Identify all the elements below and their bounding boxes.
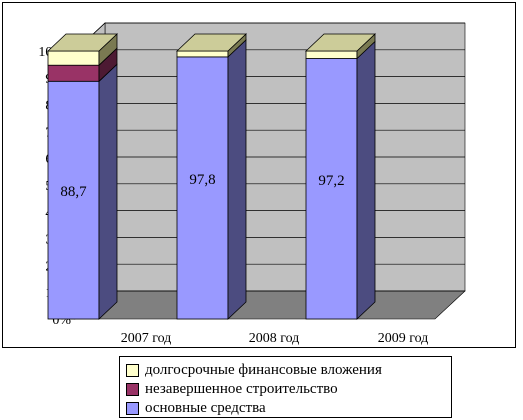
bar-side-1-3: [356, 40, 376, 320]
legend-item-1: долгосрочные финансовые вложения: [126, 361, 451, 380]
bar-front-2-1: [47, 64, 100, 82]
data-label-2: 97,8: [189, 172, 215, 188]
legend-item-2: незавершенное строительство: [126, 380, 451, 399]
legend-item-3: основные средства: [126, 399, 451, 418]
legend-swatch: [126, 402, 139, 415]
x-category-label-2: 2008 год: [249, 331, 300, 346]
floor: [74, 290, 466, 320]
legend-swatch: [126, 383, 139, 396]
bar-top-3: [304, 33, 377, 52]
chart-plot: 0%10%20%30%40%50%60%70%80%90%100%88,7200…: [38, 22, 466, 346]
chart-legend: долгосрочные финансовые вложения незаверш…: [119, 356, 452, 418]
bar-top-1: [46, 33, 119, 52]
chart-frame: 0%10%20%30%40%50%60%70%80%90%100%88,7200…: [2, 2, 516, 348]
bar-front-3-2: [176, 50, 229, 58]
bar-top-2: [175, 33, 248, 52]
x-category-label-3: 2009 год: [378, 331, 429, 346]
data-label-3: 97,2: [318, 173, 344, 189]
legend-label: долгосрочные финансовые вложения: [145, 362, 382, 378]
legend-swatch: [126, 364, 139, 377]
bar-side-1-1: [98, 63, 118, 320]
x-category-label-1: 2007 год: [121, 331, 172, 346]
legend-label: основные средства: [145, 400, 266, 416]
data-label-1: 88,7: [60, 184, 87, 200]
bar-front-3-1: [47, 50, 100, 66]
legend-label: незавершенное строительство: [145, 381, 338, 397]
bar-front-1-2: [176, 56, 229, 320]
bar-front-3-3: [305, 50, 358, 59]
bar-side-1-2: [227, 38, 247, 320]
